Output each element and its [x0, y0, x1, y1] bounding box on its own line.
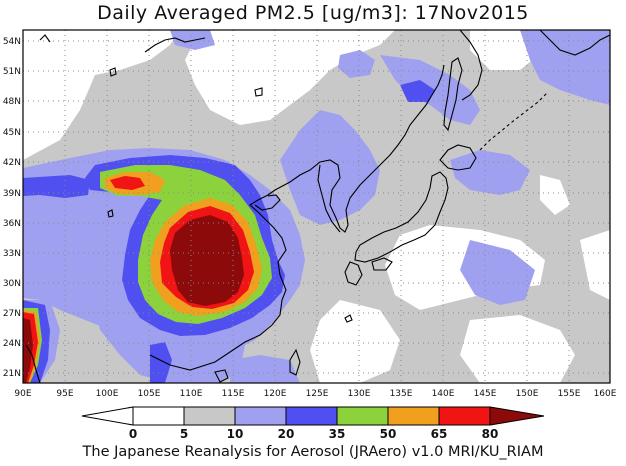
lon-tick-label: 95E [56, 389, 73, 399]
lon-tick-label: 130E [348, 389, 371, 399]
lat-tick-label: 33N [3, 249, 21, 259]
colorbar-label: 80 [482, 427, 499, 441]
colorbar-label: 20 [278, 427, 295, 441]
colorbar-label: 0 [129, 427, 137, 441]
lon-tick-label: 160E [594, 389, 617, 399]
lat-tick-label: 39N [3, 189, 21, 199]
lat-tick-label: 36N [3, 219, 21, 229]
colorbar-label: 10 [227, 427, 244, 441]
lon-tick-label: 110E [180, 389, 203, 399]
lat-tick-label: 42N [3, 158, 21, 168]
lon-tick-label: 155E [558, 389, 581, 399]
lon-tick-label: 105E [138, 389, 161, 399]
colorbar-swatch-20-35 [285, 406, 338, 426]
map-frame [22, 29, 611, 384]
colorbar-label: 50 [380, 427, 397, 441]
colorbar-swatch-0 [81, 406, 134, 426]
coastlines [25, 30, 610, 383]
lon-tick-label: 115E [222, 389, 245, 399]
lat-tick-label: 51N [3, 67, 21, 77]
lat-tick-label: 48N [3, 97, 21, 107]
colorbar-label: 5 [180, 427, 188, 441]
colorbar-swatch-over-80 [489, 406, 545, 426]
lat-tick-label: 27N [3, 309, 21, 319]
lon-tick-label: 120E [264, 389, 287, 399]
lon-tick-label: 100E [96, 389, 119, 399]
lon-axis: 90E 95E 100E 105E 110E 115E 120E 125E 13… [14, 389, 616, 399]
lat-tick-label: 30N [3, 279, 21, 289]
colorbar-swatch-65-80 [438, 406, 491, 426]
lon-tick-label: 90E [14, 389, 31, 399]
footer-credit: The Japanese Reanalysis for Aerosol (JRA… [82, 444, 544, 460]
lat-axis: 21N 24N 27N 30N 33N 36N 39N 42N 45N 48N … [3, 37, 21, 379]
colorbar-swatch-10-20 [234, 406, 287, 426]
colorbar [81, 406, 545, 426]
colorbar-swatch-50-65 [387, 406, 440, 426]
colorbar-swatch-35-50 [336, 406, 389, 426]
lat-tick-label: 54N [3, 37, 21, 47]
colorbar-label: 65 [431, 427, 448, 441]
colorbar-swatch-5-10 [183, 406, 236, 426]
colorbar-swatch-0-5 [132, 406, 185, 426]
lon-tick-label: 135E [390, 389, 413, 399]
lat-tick-label: 24N [3, 339, 21, 349]
lat-tick-label: 45N [3, 128, 21, 138]
colorbar-labels: 0 5 10 20 35 50 65 80 [129, 427, 499, 441]
lat-tick-label: 21N [3, 369, 21, 379]
lon-tick-label: 140E [432, 389, 455, 399]
lon-tick-label: 145E [474, 389, 497, 399]
colorbar-label: 35 [329, 427, 346, 441]
lon-tick-label: 125E [306, 389, 329, 399]
map-title: Daily Averaged PM2.5 [ug/m3]: 17Nov2015 [97, 2, 529, 24]
lon-tick-label: 150E [516, 389, 539, 399]
